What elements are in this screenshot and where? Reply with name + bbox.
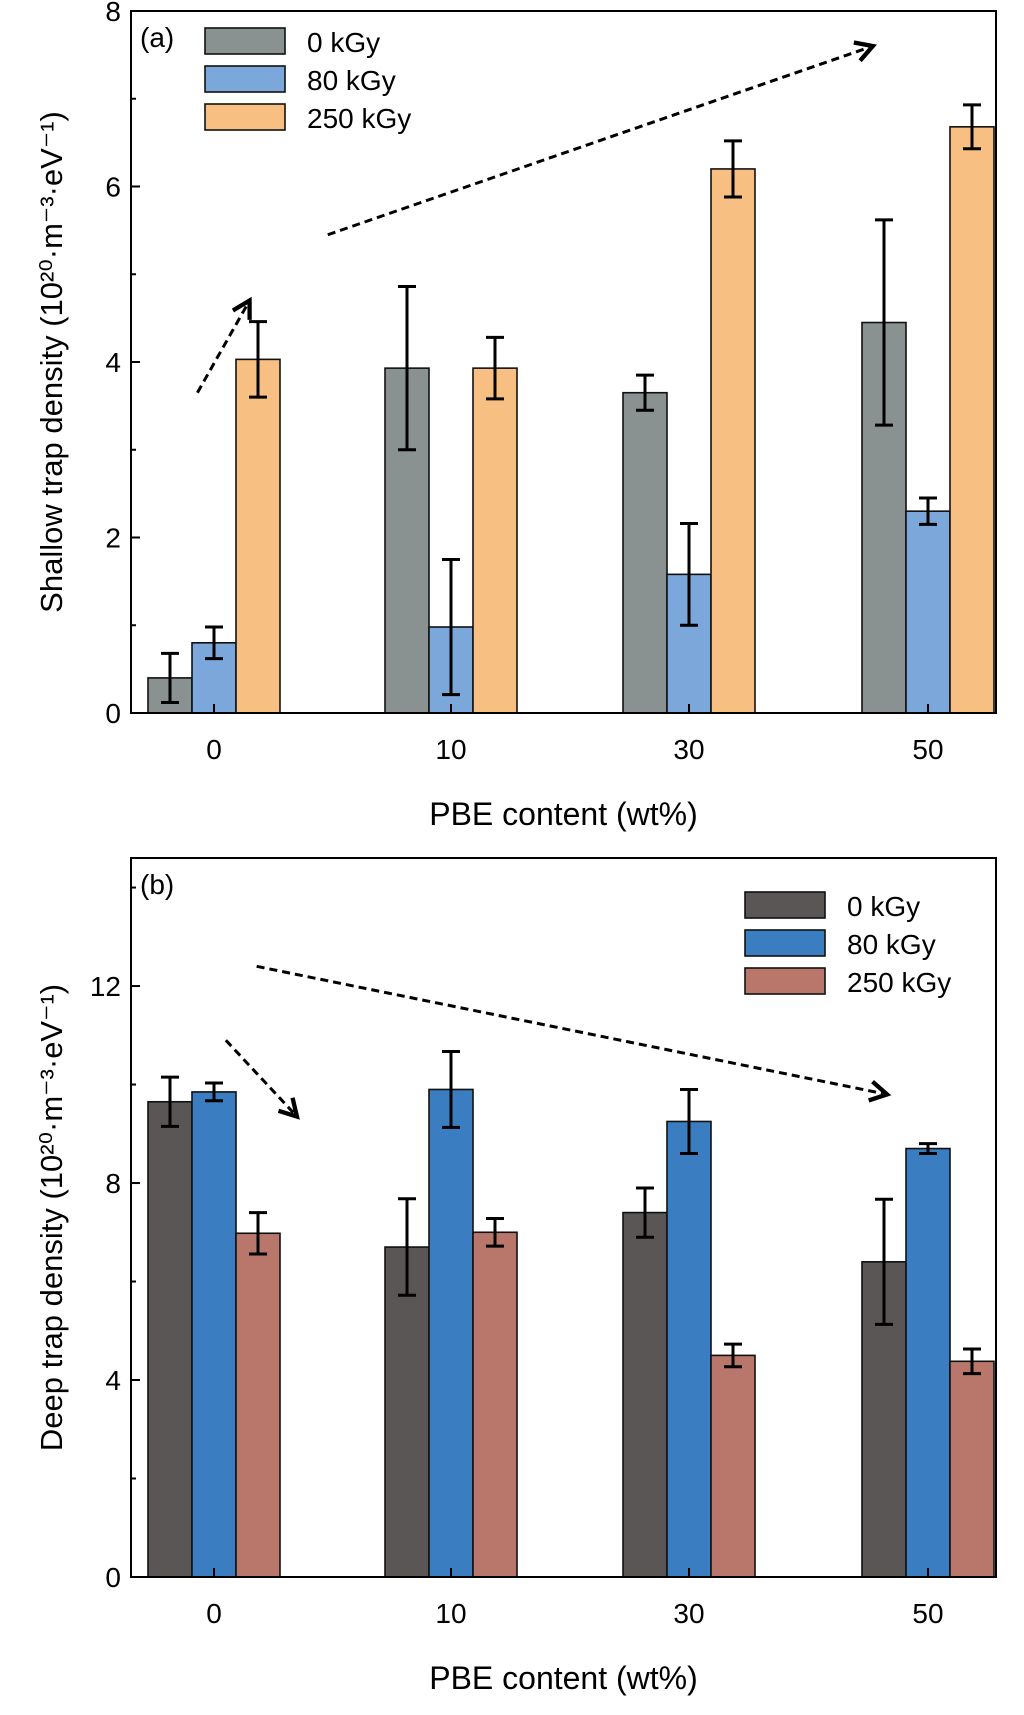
error-bar-80kGy-0 bbox=[205, 1081, 223, 1103]
panel-b-xtick-1: 10 bbox=[435, 1598, 466, 1629]
y-tick-label: 8 bbox=[105, 1168, 121, 1199]
error-bar-250kGy-50 bbox=[963, 103, 981, 151]
bar-80kGy-50 bbox=[905, 1147, 951, 1578]
bar-80kGy-50 bbox=[905, 510, 951, 714]
bar-250kGy-0 bbox=[235, 358, 281, 714]
legend-swatch-80kGy bbox=[204, 65, 286, 93]
error-bar-250kGy-0 bbox=[249, 320, 267, 399]
legend-swatch-250kGy bbox=[744, 967, 826, 995]
y-tick-label: 12 bbox=[90, 971, 121, 1002]
trend-arrow-1 bbox=[256, 964, 892, 1103]
error-bar-250kGy-30 bbox=[724, 1342, 742, 1369]
panel-b-legend-0: 0 kGy bbox=[847, 891, 920, 922]
y-tick-label: 8 bbox=[105, 0, 121, 27]
error-bar-80kGy-0 bbox=[205, 625, 223, 661]
bar-80kGy-10 bbox=[428, 1088, 474, 1578]
bar-250kGy-0 bbox=[235, 1232, 281, 1578]
y-tick-label: 2 bbox=[105, 523, 121, 554]
error-bar-80kGy-10 bbox=[442, 557, 460, 697]
panel-b-legend-2: 250 kGy bbox=[847, 967, 951, 998]
legend-swatch-250kGy bbox=[204, 103, 286, 131]
bar-250kGy-50 bbox=[949, 126, 995, 714]
y-tick-label: 6 bbox=[105, 172, 121, 203]
error-bar-0kGy-10 bbox=[398, 1197, 416, 1297]
trend-arrow-0 bbox=[196, 296, 252, 394]
bar-250kGy-10 bbox=[472, 1231, 518, 1578]
panel-b-legend-1: 80 kGy bbox=[847, 929, 936, 960]
error-bar-80kGy-30 bbox=[680, 521, 698, 627]
panel-a-shallow-trap-chart: (a) PBE content (wt%) Shallow trap densi… bbox=[34, 0, 997, 832]
error-bar-250kGy-0 bbox=[249, 1211, 267, 1256]
y-tick-label: 4 bbox=[105, 347, 121, 378]
y-tick-label: 0 bbox=[105, 698, 121, 729]
error-bar-80kGy-50 bbox=[919, 496, 937, 526]
panel-a-legend-2: 250 kGy bbox=[307, 103, 411, 134]
bar-80kGy-0 bbox=[191, 1091, 237, 1578]
panel-b-deep-trap-chart: (b) PBE content (wt%) Deep trap density … bbox=[34, 857, 997, 1696]
panel-a-label: (a) bbox=[140, 22, 174, 53]
panel-b-ylabel: Deep trap density (10²⁰·m⁻³·eV⁻¹) bbox=[34, 984, 69, 1451]
error-bar-250kGy-30 bbox=[724, 139, 742, 199]
y-tick-label: 4 bbox=[105, 1365, 121, 1396]
error-bar-80kGy-10 bbox=[442, 1050, 460, 1129]
error-bar-80kGy-30 bbox=[680, 1087, 698, 1155]
bar-0kGy-30 bbox=[622, 391, 668, 714]
panel-a-xtick-0: 0 bbox=[206, 734, 222, 765]
panel-b-label: (b) bbox=[140, 869, 174, 900]
legend-swatch-80kGy bbox=[744, 929, 826, 957]
panel-a-xlabel: PBE content (wt%) bbox=[429, 796, 698, 832]
panel-a-legend-0: 0 kGy bbox=[307, 27, 380, 58]
trend-arrow-0 bbox=[224, 1039, 300, 1120]
panel-a-xtick-2: 30 bbox=[673, 734, 704, 765]
error-bar-250kGy-10 bbox=[486, 1216, 504, 1248]
legend-swatch-0kGy bbox=[744, 891, 826, 919]
panel-b-xtick-2: 30 bbox=[673, 1598, 704, 1629]
bar-0kGy-0 bbox=[147, 1100, 193, 1578]
bar-250kGy-10 bbox=[472, 367, 518, 714]
bar-250kGy-30 bbox=[710, 168, 756, 714]
error-bar-0kGy-50 bbox=[875, 1197, 893, 1326]
error-bar-0kGy-0 bbox=[161, 651, 179, 704]
error-bar-250kGy-50 bbox=[963, 1347, 981, 1376]
panel-a-ylabel: Shallow trap density (10²⁰·m⁻³·eV⁻¹) bbox=[34, 111, 69, 613]
trend-arrow-1 bbox=[327, 40, 877, 237]
panel-a-xtick-3: 50 bbox=[912, 734, 943, 765]
panel-b-xlabel: PBE content (wt%) bbox=[429, 1660, 698, 1696]
error-bar-0kGy-0 bbox=[161, 1075, 179, 1128]
error-bar-0kGy-10 bbox=[398, 285, 416, 452]
error-bar-0kGy-30 bbox=[636, 1186, 654, 1239]
panel-a-legend-1: 80 kGy bbox=[307, 65, 396, 96]
legend-swatch-0kGy bbox=[204, 27, 286, 55]
bar-0kGy-30 bbox=[622, 1211, 668, 1578]
y-tick-label: 0 bbox=[105, 1562, 121, 1593]
error-bar-250kGy-10 bbox=[486, 335, 504, 401]
error-bar-0kGy-50 bbox=[875, 218, 893, 427]
bar-250kGy-50 bbox=[949, 1360, 995, 1578]
bar-80kGy-30 bbox=[666, 1120, 712, 1578]
bar-0kGy-10 bbox=[384, 1246, 430, 1578]
error-bar-0kGy-30 bbox=[636, 373, 654, 412]
error-bar-80kGy-50 bbox=[919, 1142, 937, 1155]
bar-250kGy-30 bbox=[710, 1354, 756, 1578]
plot-frame bbox=[130, 857, 997, 1578]
panel-b-xtick-3: 50 bbox=[912, 1598, 943, 1629]
panel-a-xtick-1: 10 bbox=[435, 734, 466, 765]
panel-b-xtick-0: 0 bbox=[206, 1598, 222, 1629]
